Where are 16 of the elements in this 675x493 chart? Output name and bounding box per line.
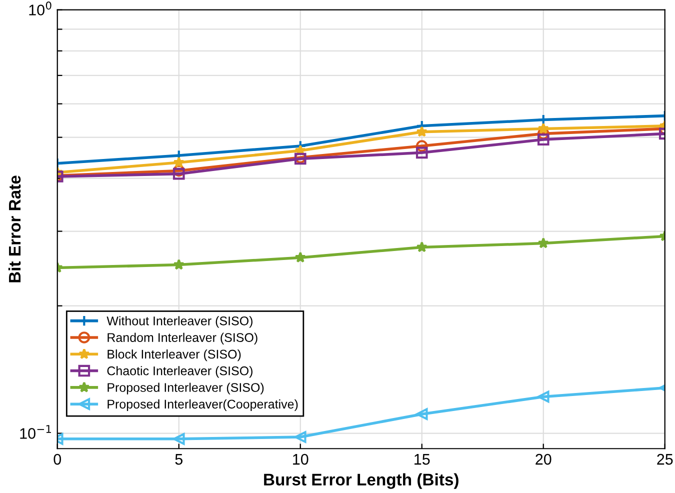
legend-label: Chaotic Interleaver (SISO) xyxy=(107,366,252,378)
x-axis-title: Burst Error Length (Bits) xyxy=(264,473,458,489)
x-tick-label: 25 xyxy=(657,454,673,465)
x-tick-label: 15 xyxy=(414,454,430,465)
x-tick-label: 0 xyxy=(54,454,62,465)
y-tick-label: 10$^{−1}$ xyxy=(20,425,51,439)
legend-label: Without Interleaver (SISO) xyxy=(106,316,252,328)
legend-label: Random Interleaver (SISO) xyxy=(108,332,258,344)
y-tick-label: 10$^{0}$ xyxy=(29,1,52,16)
x-tick-label: 5 xyxy=(175,454,182,465)
y-axis-title: Bit Error Rate xyxy=(8,176,21,282)
x-tick-label: 20 xyxy=(536,454,552,465)
legend-label: Proposed Interleaver (SISO) xyxy=(108,382,264,394)
legend-label: Block Interleaver (SISO) xyxy=(108,349,241,362)
legend-label: Proposed Interleaver(Cooperative) xyxy=(108,399,298,412)
x-tick-label: 10 xyxy=(293,454,308,465)
